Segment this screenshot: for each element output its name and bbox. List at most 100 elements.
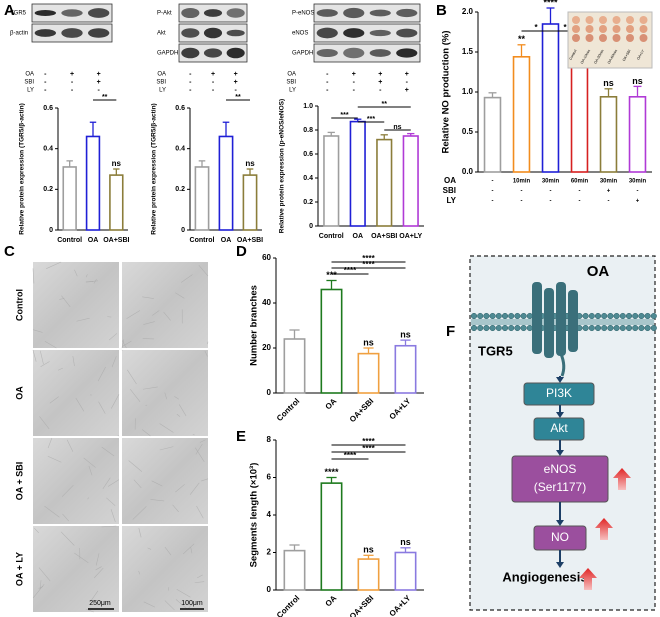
membrane-lipid	[613, 312, 620, 320]
y-axis-label: Relative protein expression (TGR5/β-acti…	[19, 103, 26, 234]
membrane-lipid	[594, 312, 602, 320]
panel-label: F	[446, 323, 455, 340]
row-label: OA + SBI	[14, 462, 24, 500]
receptor: TGR5	[478, 343, 513, 358]
membrane-lipid	[514, 312, 521, 320]
plate-well	[599, 25, 607, 33]
micrograph-texture	[121, 340, 127, 349]
micrograph-texture	[194, 447, 205, 462]
membrane-lipid	[508, 312, 515, 320]
significance-label: ns	[603, 78, 614, 88]
membrane-lipid	[582, 312, 589, 320]
blot-strip	[313, 3, 421, 23]
blot-row-label: P-Akt	[157, 11, 172, 17]
plate-well	[572, 34, 580, 42]
micrograph-texture	[175, 484, 185, 493]
membrane-lipid	[508, 324, 515, 332]
condition-sign: -	[492, 179, 494, 185]
condition-sign: +	[378, 79, 382, 86]
x-tick-label: OA+SBI	[371, 233, 397, 240]
membrane-lipid	[638, 312, 645, 320]
micrograph-texture	[61, 295, 71, 308]
micrograph-texture	[175, 292, 185, 299]
blot-band	[88, 28, 110, 38]
inset-label: OA-60min	[607, 49, 618, 65]
increase-arrow	[595, 518, 613, 540]
condition-sign: -	[353, 79, 356, 86]
bar	[357, 352, 380, 394]
membrane-lipid	[501, 324, 509, 332]
micrograph	[33, 526, 119, 612]
micrograph-texture	[128, 460, 143, 472]
bar	[512, 55, 531, 173]
micrograph-texture	[40, 350, 44, 365]
condition-sign: +	[636, 199, 640, 205]
receptor-helix	[556, 282, 566, 356]
bar	[109, 174, 124, 231]
y-tick-label: 0	[309, 223, 313, 230]
micrograph-texture	[62, 513, 69, 522]
condition-sign: -	[379, 87, 382, 94]
y-tick-label: 0	[267, 388, 272, 397]
blot-strip	[313, 43, 421, 63]
micrograph-texture	[143, 321, 155, 325]
plate-well	[612, 34, 621, 42]
membrane-lipid	[582, 324, 589, 332]
micrograph-texture	[133, 479, 142, 489]
y-axis-label: Relative protein expression (p-eNOS/eNOS…	[279, 99, 286, 233]
micrograph-texture	[198, 264, 209, 277]
micrograph	[33, 350, 119, 436]
membrane-lipid	[613, 324, 620, 332]
micrograph-texture	[164, 546, 172, 556]
micrograph-texture	[164, 600, 175, 611]
blot-band	[203, 48, 223, 58]
membrane-lipid	[483, 324, 490, 332]
micrograph-texture	[195, 443, 203, 455]
receptor-helix	[544, 288, 554, 358]
inset-label: OA+SBI	[622, 49, 632, 62]
panel-label: A	[4, 2, 15, 19]
condition-name: LY	[447, 196, 457, 205]
blot-band	[316, 27, 338, 39]
significance-label: **	[518, 34, 526, 44]
blot-band	[34, 29, 56, 37]
condition-name: OA	[287, 72, 296, 78]
membrane-lipid	[501, 312, 509, 320]
bar	[541, 23, 560, 173]
micrograph	[122, 526, 208, 612]
condition-sign: -	[492, 199, 494, 205]
significance-label: ns	[400, 330, 411, 340]
micrograph-texture	[159, 446, 174, 451]
bar	[394, 344, 417, 394]
x-tick-label: OA	[324, 396, 339, 411]
significance-label: ***	[326, 270, 337, 280]
micrograph-texture	[150, 499, 165, 502]
membrane-lipid	[650, 324, 657, 332]
micrograph-texture	[47, 437, 53, 449]
plate-well	[612, 25, 621, 33]
micrograph-texture	[129, 388, 141, 403]
micrograph-texture	[98, 401, 106, 414]
condition-name: OA	[157, 72, 166, 78]
micrograph-texture	[75, 397, 85, 412]
condition-sign: -	[71, 79, 74, 86]
micrograph-texture	[93, 567, 104, 579]
plate-photo	[567, 11, 653, 69]
micrograph-texture	[147, 547, 152, 550]
y-tick-label: 0.6	[43, 105, 53, 112]
blot-band	[226, 29, 245, 37]
micrograph-texture	[72, 356, 75, 367]
micrograph	[122, 262, 208, 348]
micrograph-texture	[172, 504, 179, 513]
condition-sign: -	[326, 79, 329, 86]
condition-sign: -	[44, 87, 47, 94]
y-tick-label: 8	[267, 435, 272, 444]
condition-sign: +	[97, 79, 101, 86]
micrograph-texture	[163, 311, 171, 321]
micrograph-texture	[74, 552, 89, 564]
micrograph-texture	[194, 581, 205, 583]
blot-band	[316, 9, 338, 17]
plate-well	[585, 25, 594, 33]
bar	[357, 558, 380, 591]
y-tick-label: 0.8	[303, 127, 313, 134]
